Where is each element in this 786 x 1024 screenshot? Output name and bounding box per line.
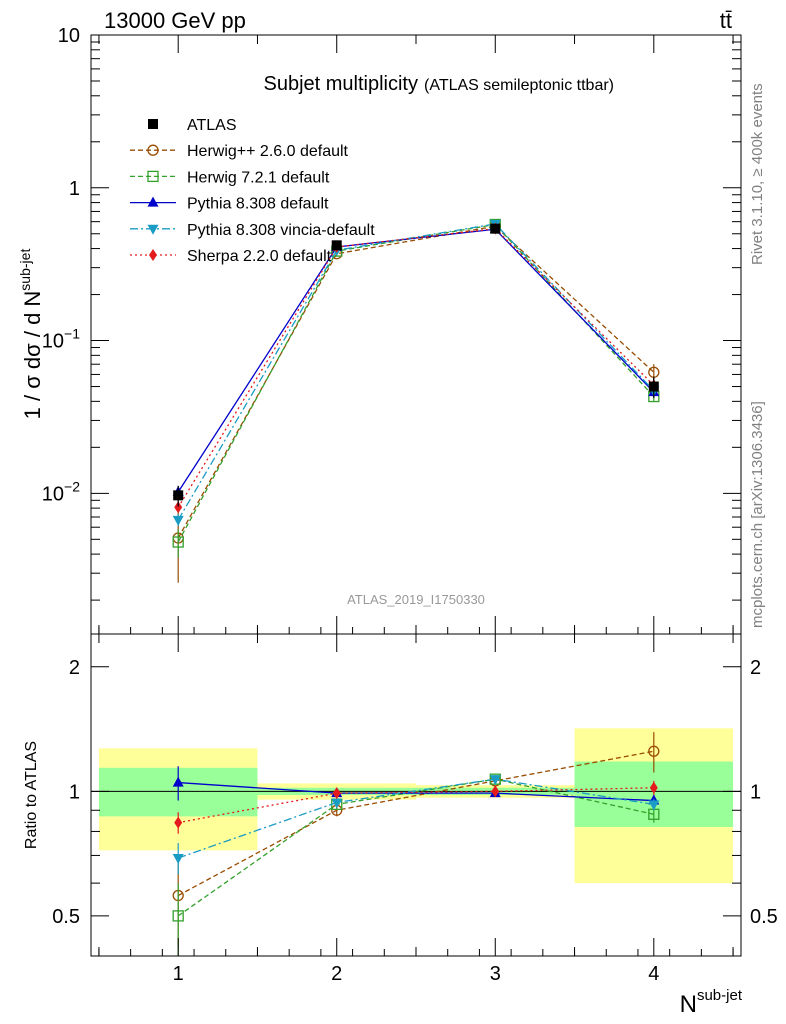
- main-series-group: [172, 218, 660, 583]
- series-line: [177, 223, 655, 543]
- ratio-series-group: [172, 732, 660, 956]
- ratio-line: [177, 750, 654, 897]
- ratio-point: [172, 910, 184, 922]
- ratio-bands: [98, 728, 734, 884]
- series-line: [177, 223, 655, 521]
- ratio-point: [649, 781, 658, 794]
- legend-entry: Sherpa 2.2.0 default: [130, 248, 332, 265]
- legend-marker: [147, 196, 159, 207]
- x-tick-label: 3: [490, 963, 501, 985]
- series-sherpa-2-2-0-default: [174, 222, 658, 514]
- legend-entry: ATLAS: [148, 117, 237, 134]
- ratio-x-ticks: 1 2 3 4: [98, 634, 734, 985]
- main-y-tick-label: 10−2: [42, 478, 80, 505]
- ratio-line: [178, 781, 654, 802]
- x-tick-label: 1: [173, 963, 184, 985]
- ratio-point: [648, 800, 660, 811]
- ratio-y-tick-label-right: 1: [750, 781, 761, 803]
- ratio-panel: 0.5 0.5 1 1 2 2 1 2 3 4 Ratio to ATLAS Nsub-jet: [23, 633, 778, 1018]
- ratio-y-axis-label: Ratio to ATLAS: [23, 741, 40, 849]
- source-label: mcplots.cern.ch [arXiv:1306.3436]: [749, 401, 766, 628]
- legend-entry: Herwig++ 2.6.0 default: [130, 143, 349, 160]
- legend-label: ATLAS: [187, 117, 237, 134]
- process-label: tt̄: [720, 8, 732, 33]
- main-y-axis-label-sup: sub-jet: [17, 249, 33, 291]
- legend-entry: Pythia 8.308 default: [130, 196, 329, 213]
- ratio-y-ticks: 0.5 0.5 1 1 2 2: [52, 657, 778, 957]
- ratio-line: [178, 787, 654, 824]
- ratio-y-tick-label-right: 2: [750, 657, 761, 679]
- ratio-y-tick-label: 0.5: [52, 906, 80, 928]
- data-point: [331, 240, 342, 251]
- main-y-axis-label: 1 / σ dσ / d Nsub-jet: [17, 249, 45, 420]
- ratio-point: [648, 745, 660, 757]
- rivet-label: Rivet 3.1.10, ≥ 400k events: [749, 83, 766, 265]
- ratio-line: [177, 778, 654, 859]
- x-tick-label: 4: [648, 963, 659, 985]
- tick-exp: −2: [64, 478, 80, 494]
- ratio-sherpa-2-2-0-default: [174, 780, 658, 834]
- energy-label: 13000 GeV pp: [104, 8, 246, 33]
- ratio-point: [332, 787, 341, 800]
- ratio-pythia-8-308-vincia-default: [172, 775, 660, 875]
- legend-label: Pythia 8.308 vincia-default: [187, 222, 375, 239]
- data-point: [172, 515, 184, 526]
- x-axis-label: Nsub-jet: [680, 987, 743, 1018]
- legend-entry: Herwig 7.2.1 default: [130, 169, 330, 186]
- ratio-point: [331, 798, 343, 809]
- x-axis-label-sup: sub-jet: [697, 987, 743, 1004]
- series-line: [177, 225, 655, 539]
- ratio-point: [491, 785, 500, 798]
- legend-label: Herwig++ 2.6.0 default: [187, 143, 349, 160]
- series-pythia-8-308-vincia-default: [172, 219, 660, 527]
- tick-base: 10: [58, 25, 80, 47]
- ratio-y-tick-label: 2: [69, 657, 80, 679]
- data-point: [174, 501, 183, 514]
- data-point: [172, 536, 184, 548]
- tick-base: 10: [42, 483, 64, 505]
- chart-subtitle: (ATLAS semileptonic ttbar): [424, 77, 614, 94]
- legend-marker: [147, 170, 159, 183]
- legend-marker: [147, 144, 159, 156]
- legend: ATLAS Herwig++ 2.6.0 default Herwig 7.2.1 …: [130, 117, 375, 265]
- reference-label: ATLAS_2019_I1750330: [347, 592, 485, 607]
- series-herwig-2-6-0-default: [172, 220, 660, 583]
- main-y-axis-label-main: 1 / σ dσ / d N: [20, 291, 45, 420]
- series-atlas-data: [173, 223, 659, 507]
- main-y-tick-label: 10−1: [42, 326, 80, 353]
- series-herwig-7-2-1-default: [172, 218, 660, 558]
- legend-marker: [149, 249, 157, 261]
- chart-title: Subjet multiplicity: [263, 73, 418, 95]
- main-y-tick-label: 10: [58, 25, 80, 47]
- tick-base: 1: [69, 178, 80, 200]
- series-line: [177, 227, 655, 508]
- tick-exp: −1: [64, 326, 80, 342]
- main-y-tick-label: 1: [69, 178, 80, 200]
- ratio-y-tick-label-right: 0.5: [750, 906, 778, 928]
- series-line: [177, 228, 655, 493]
- ratio-point: [172, 854, 184, 865]
- legend-label: Pythia 8.308 default: [187, 196, 329, 213]
- ratio-point: [172, 776, 184, 787]
- data-point: [648, 381, 659, 392]
- data-point: [173, 490, 184, 501]
- ratio-point: [489, 775, 501, 786]
- ratio-y-tick-label: 1: [69, 781, 80, 803]
- legend-marker: [147, 224, 159, 235]
- x-axis-label-main: N: [680, 991, 697, 1018]
- legend-label: Sherpa 2.2.0 default: [187, 248, 332, 265]
- legend-entry: Pythia 8.308 vincia-default: [130, 222, 375, 239]
- main-x-ticks: [98, 35, 734, 634]
- ratio-point: [174, 816, 183, 829]
- data-point: [490, 223, 501, 234]
- legend-marker: [148, 119, 158, 129]
- x-tick-label: 2: [331, 963, 342, 985]
- tick-base: 10: [42, 331, 64, 353]
- legend-label: Herwig 7.2.1 default: [187, 169, 330, 186]
